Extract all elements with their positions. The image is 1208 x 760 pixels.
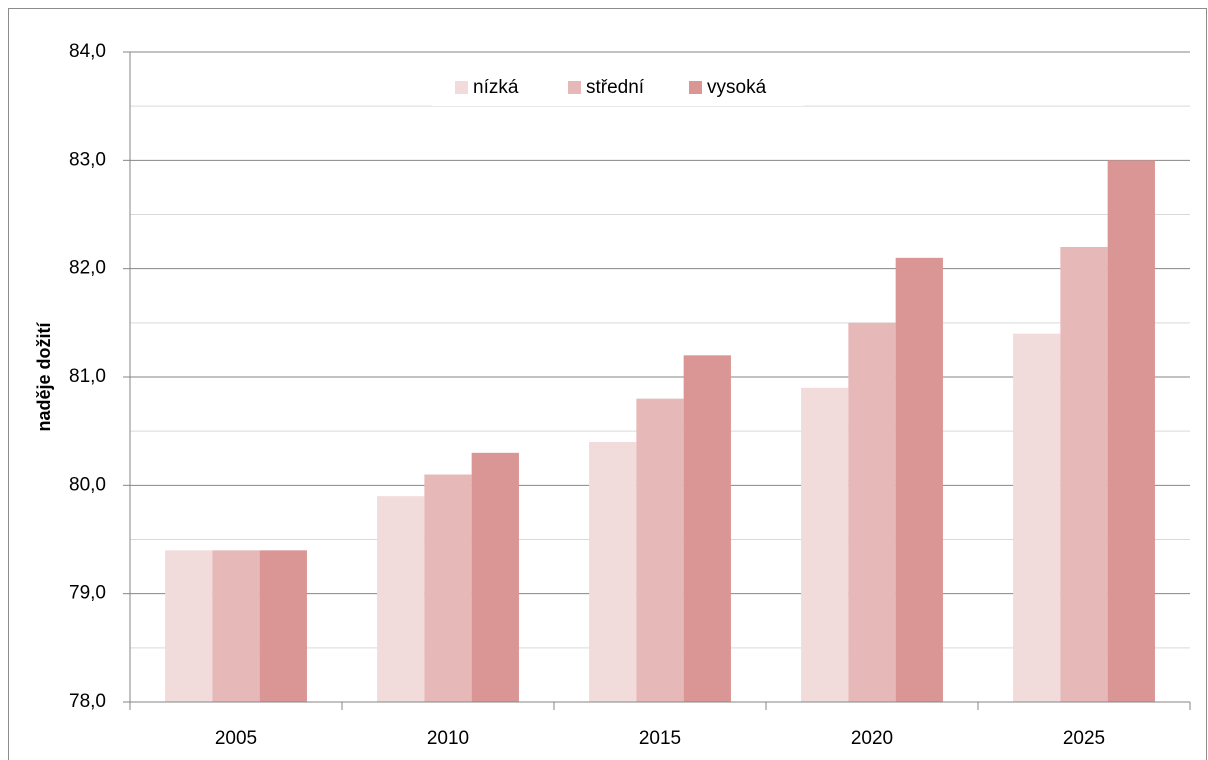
x-tick-label: 2005 (215, 728, 257, 749)
y-tick-label: 80,0 (69, 474, 106, 495)
legend-swatch (455, 81, 468, 94)
y-tick-label: 84,0 (69, 41, 106, 62)
x-tick-label: 2025 (1063, 728, 1105, 749)
x-tick-label: 2020 (851, 728, 893, 749)
bar (259, 550, 307, 702)
legend-label: nízká (473, 77, 519, 98)
bar (848, 322, 896, 702)
bar (801, 387, 849, 702)
bar (165, 550, 213, 702)
y-tick-label: 83,0 (69, 149, 106, 170)
legend-box (432, 68, 804, 106)
bar (895, 257, 943, 702)
bar (1060, 247, 1108, 702)
bar (1107, 160, 1155, 703)
x-tick-label: 2015 (639, 728, 681, 749)
y-tick-label: 82,0 (69, 258, 106, 279)
bar (471, 452, 519, 702)
bar (212, 550, 260, 702)
y-tick-label: 78,0 (69, 691, 106, 712)
y-tick-label: 79,0 (69, 583, 106, 604)
x-tick-label: 2010 (427, 728, 469, 749)
bar (424, 474, 472, 702)
legend-label: střední (586, 77, 645, 98)
bar (377, 496, 425, 702)
bar (636, 398, 684, 702)
legend-swatch (689, 81, 702, 94)
bar (1013, 333, 1061, 702)
y-axis-label: naděje dožití (34, 321, 54, 431)
y-tick-label: 81,0 (69, 366, 106, 387)
legend-label: vysoká (707, 77, 767, 98)
legend-swatch (568, 81, 581, 94)
bar (589, 442, 637, 702)
bar (683, 355, 731, 702)
